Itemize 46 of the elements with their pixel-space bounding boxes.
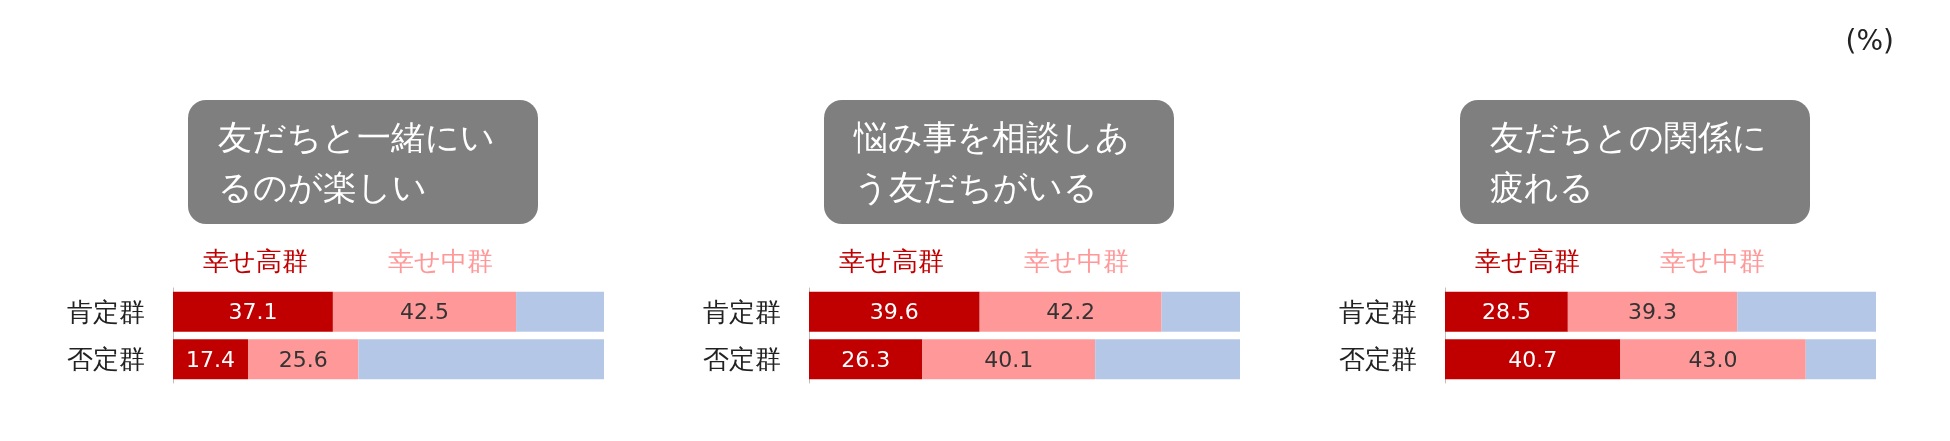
data-label: 42.5: [400, 299, 449, 325]
data-label: 40.7: [1508, 346, 1558, 372]
bar: [1095, 339, 1240, 380]
data-label: 43.0: [1688, 346, 1738, 372]
series-label: 幸せ中群: [1660, 246, 1765, 276]
bar: [922, 339, 1096, 380]
data-label: 17.4: [186, 346, 235, 372]
bar: [979, 291, 1162, 332]
bar: [173, 339, 248, 380]
bar: [247, 339, 359, 380]
bar: [809, 291, 980, 332]
data-label: 25.6: [278, 346, 328, 372]
bar: [1567, 291, 1738, 332]
data-label: 28.5: [1481, 299, 1531, 325]
data-label: 42.2: [1046, 299, 1096, 325]
bar: [173, 291, 333, 332]
y-tick-label: 肯定群: [1339, 296, 1417, 327]
data-label: 39.3: [1628, 299, 1678, 325]
chart-title: 友だちと一緒にいるのが楽しい: [218, 117, 495, 207]
data-label: 40.1: [984, 346, 1034, 372]
bar: [1737, 291, 1876, 332]
text: (%): [1845, 23, 1894, 57]
bar: [516, 291, 604, 332]
series-label: 幸せ高群: [839, 246, 944, 276]
chart-title: 悩み事を相談しあう友だちがいる: [853, 117, 1130, 207]
bar: [1445, 339, 1621, 380]
y-tick-label: 肯定群: [67, 296, 145, 327]
bar: [809, 339, 923, 380]
bar: [1620, 339, 1806, 380]
y-tick-label: 肯定群: [703, 296, 781, 327]
data-label: 26.3: [841, 346, 891, 372]
chart-title: 友だちとの関係に疲れる: [1490, 117, 1767, 207]
data-label: 37.1: [228, 299, 278, 325]
y-tick-label: 否定群: [67, 344, 145, 375]
series-label: 幸せ中群: [388, 246, 493, 276]
y-tick-label: 否定群: [1339, 344, 1417, 375]
series-label: 幸せ高群: [1475, 246, 1580, 276]
y-tick-label: 否定群: [703, 344, 781, 375]
bar: [1161, 291, 1240, 332]
data-label: 39.6: [869, 299, 919, 325]
series-label: 幸せ中群: [1024, 246, 1129, 276]
bar: [358, 339, 604, 380]
series-label: 幸せ高群: [203, 246, 308, 276]
bar: [1805, 339, 1876, 380]
bar: [1445, 291, 1568, 332]
bar: [332, 291, 517, 332]
